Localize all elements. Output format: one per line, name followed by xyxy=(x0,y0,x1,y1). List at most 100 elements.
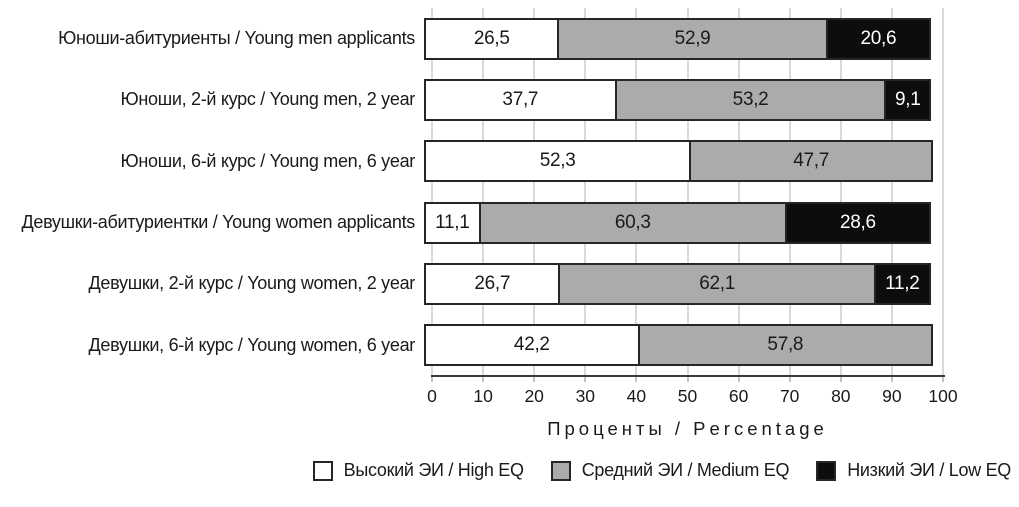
bar-row: Юноши, 2-й курс / Young men, 2 year 37,7 5… xyxy=(0,69,1019,130)
x-tick-label: 80 xyxy=(831,386,851,406)
x-tick-mark xyxy=(686,377,689,382)
gridline-70 xyxy=(788,8,791,376)
bar-segment-low-eq: 20,6 xyxy=(825,17,931,60)
x-tick-mark xyxy=(482,377,485,382)
category-label: Юноши, 2-й курс / Young men, 2 year xyxy=(120,89,415,110)
category-label: Девушки-абитуриентки / Young women appli… xyxy=(21,212,415,233)
x-tick-label: 90 xyxy=(882,386,902,406)
bar-segment-medium-eq: 62,1 xyxy=(558,262,876,305)
category-label: Юноши, 6-й курс / Young men, 6 year xyxy=(120,150,415,171)
bar-track: 42,2 57,8 xyxy=(424,324,935,367)
bar-row: Юноши, 6-й курс / Young men, 6 year 52,3 4… xyxy=(0,131,1019,192)
bar-value-label: 26,5 xyxy=(473,27,510,49)
bar-track: 11,1 60,3 28,6 xyxy=(424,201,935,244)
x-axis-title: Проценты / Percentage xyxy=(547,418,828,439)
bar-row: Девушки, 2-й курс / Young women, 2 year 2… xyxy=(0,253,1019,314)
gridline-30 xyxy=(584,8,587,376)
bar-value-label: 11,1 xyxy=(435,211,470,233)
x-tick-label: 40 xyxy=(626,386,647,406)
legend-item-medium-eq: Средний ЭИ / Medium EQ xyxy=(550,460,790,481)
x-tick-mark xyxy=(839,377,842,382)
x-tick-labels: 0 10 20 30 40 50 60 70 80 90 100 xyxy=(427,386,957,408)
legend-swatch-high-eq xyxy=(312,460,333,481)
x-tick-mark xyxy=(635,377,638,382)
bar-segment-high-eq: 52,3 xyxy=(424,140,692,183)
category-label: Девушки, 2-й курс / Young women, 2 year xyxy=(88,273,416,294)
bar-track: 37,7 53,2 9,1 xyxy=(424,78,935,121)
gridline-20 xyxy=(533,8,536,376)
bar-value-label: 62,1 xyxy=(699,272,735,294)
legend-swatch-low-eq xyxy=(816,460,837,481)
bar-segment-high-eq: 42,2 xyxy=(424,324,640,367)
bar-value-label: 52,3 xyxy=(539,150,576,172)
gridline-60 xyxy=(737,8,740,376)
x-tick-label: 50 xyxy=(677,386,698,406)
bar-row: Девушки-абитуриентки / Young women appli… xyxy=(0,192,1019,253)
gridline-0 xyxy=(431,8,433,376)
x-axis-line xyxy=(431,375,945,377)
bar-value-label: 28,6 xyxy=(840,211,876,233)
legend-swatch-medium-eq xyxy=(550,460,571,481)
x-tick-label: 30 xyxy=(575,386,596,406)
x-tick-label: 20 xyxy=(524,386,544,406)
bar-value-label: 47,7 xyxy=(793,150,829,172)
legend-item-low-eq: Низкий ЭИ / Low EQ xyxy=(816,460,1011,481)
bar-value-label: 9,1 xyxy=(894,88,921,110)
x-tick-mark xyxy=(737,377,740,382)
bar-segment-low-eq: 11,2 xyxy=(873,262,931,305)
gridline-50 xyxy=(686,8,689,376)
bar-value-label: 37,7 xyxy=(502,88,539,110)
bar-segment-low-eq: 9,1 xyxy=(884,78,931,121)
x-tick-label: 60 xyxy=(728,386,749,406)
x-tick-mark xyxy=(533,377,536,382)
bar-track: 52,3 47,7 xyxy=(424,140,935,183)
bar-value-label: 11,2 xyxy=(885,272,920,294)
legend-label: Низкий ЭИ / Low EQ xyxy=(847,460,1011,480)
bar-value-label: 42,2 xyxy=(513,334,550,356)
x-tick-label: 0 xyxy=(427,386,437,406)
bar-segment-medium-eq: 60,3 xyxy=(478,201,787,244)
gridline-80 xyxy=(839,8,842,376)
bar-value-label: 57,8 xyxy=(767,334,804,356)
x-tick-mark xyxy=(788,377,791,382)
bar-segment-medium-eq: 52,9 xyxy=(557,17,828,60)
x-tick-mark xyxy=(942,377,944,382)
bar-row: Девушки, 6-й курс / Young women, 6 year 4… xyxy=(0,315,1019,376)
bar-track: 26,7 62,1 11,2 xyxy=(424,262,935,305)
bar-rows: Юноши-абитуриенты / Young men applicants… xyxy=(0,8,1019,376)
x-tick-label: 10 xyxy=(473,386,493,406)
gridline-40 xyxy=(635,8,638,376)
legend: Высокий ЭИ / High EQ Средний ЭИ / Medium … xyxy=(0,460,1011,481)
bar-segment-low-eq: 28,6 xyxy=(784,201,931,244)
legend-label: Высокий ЭИ / High EQ xyxy=(343,460,524,480)
gridline-10 xyxy=(482,8,485,376)
bar-segment-medium-eq: 47,7 xyxy=(689,140,933,183)
bar-value-label: 52,9 xyxy=(674,27,711,49)
legend-item-high-eq: Высокий ЭИ / High EQ xyxy=(312,460,524,481)
gridline-100 xyxy=(942,8,944,376)
bar-value-label: 26,7 xyxy=(474,272,511,294)
category-label: Девушки, 6-й курс / Young women, 6 year xyxy=(88,334,416,355)
bar-value-label: 20,6 xyxy=(860,27,897,49)
bar-value-label: 53,2 xyxy=(732,88,769,110)
bar-value-label: 60,3 xyxy=(614,211,651,233)
bar-segment-high-eq: 11,1 xyxy=(424,201,481,244)
category-label: Юноши-абитуриенты / Young men applicants xyxy=(58,28,415,49)
x-tick-label: 100 xyxy=(928,386,958,406)
bar-segment-medium-eq: 53,2 xyxy=(614,78,887,121)
gridline-90 xyxy=(890,8,893,376)
x-tick-mark xyxy=(890,377,893,382)
x-tick-marks xyxy=(431,377,944,383)
x-tick-mark xyxy=(431,377,433,382)
x-tick-mark xyxy=(584,377,587,382)
gridline-layer xyxy=(431,8,944,376)
bar-segment-high-eq: 37,7 xyxy=(424,78,617,121)
legend-label: Средний ЭИ / Medium EQ xyxy=(581,460,790,480)
bar-segment-high-eq: 26,5 xyxy=(424,17,560,60)
bar-track: 26,5 52,9 20,6 xyxy=(424,17,935,60)
x-tick-label: 70 xyxy=(779,386,800,406)
bar-segment-high-eq: 26,7 xyxy=(424,262,561,305)
bar-row: Юноши-абитуриенты / Young men applicants… xyxy=(0,8,1019,69)
bar-segment-medium-eq: 57,8 xyxy=(637,324,933,367)
